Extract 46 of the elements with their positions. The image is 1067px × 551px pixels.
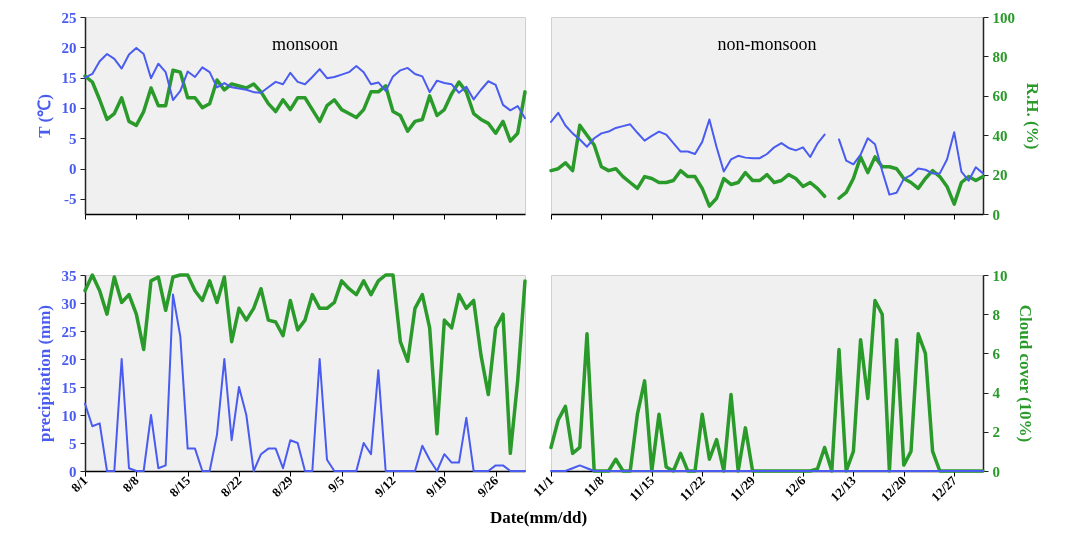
y-tick-label: 10: [61, 100, 77, 117]
y-tick-label: 5: [69, 130, 77, 147]
x-tick-label: 9/26: [474, 472, 502, 500]
y2-tick-label: 10: [992, 267, 1008, 284]
y2-tick-label: 80: [992, 48, 1008, 65]
x-tick-label: 8/22: [217, 472, 245, 500]
y-tick-label: 15: [61, 70, 77, 87]
x-tick-label: 8/29: [268, 472, 297, 500]
y-tick-label: 30: [61, 295, 77, 312]
y-tick-label: 25: [61, 9, 77, 26]
y2-tick-label: 60: [992, 88, 1008, 105]
x-tick-label: 9/5: [324, 472, 348, 496]
annotation: monsoon: [271, 34, 339, 54]
y2-tick-label: 20: [992, 167, 1008, 184]
y-tick-label: 20: [61, 351, 77, 368]
x-axis-title: Date(mm/dd): [489, 507, 588, 527]
y2-tick-label: 6: [992, 345, 1001, 362]
y-axis-title: T (℃): [34, 94, 54, 138]
y-tick-label: 25: [61, 323, 77, 340]
x-tick-label: 8/8: [119, 472, 143, 496]
y2-tick-label: 40: [992, 127, 1008, 144]
y-tick-label: 5: [69, 435, 77, 452]
y-tick-label: 0: [69, 463, 77, 480]
annotation: non-monsoon: [717, 34, 817, 54]
y2-tick-label: 2: [992, 424, 1000, 441]
y-tick-label: 0: [69, 161, 77, 178]
y-tick-label: 10: [61, 407, 77, 424]
y2-tick-label: 0: [992, 463, 1000, 480]
x-tick-label: 9/19: [422, 472, 451, 500]
y2-tick-label: 100: [992, 9, 1015, 26]
x-tick-label: 9/12: [371, 472, 399, 500]
y2-tick-label: 0: [992, 206, 1000, 223]
x-tick-label: 11/8: [580, 472, 608, 500]
x-tick-label: 11/1: [530, 472, 557, 500]
y-tick-label: 20: [61, 39, 77, 56]
y2-tick-label: 8: [992, 306, 1000, 323]
y-tick-label: 35: [61, 267, 77, 284]
y2-axis-title: R.H. (%): [1023, 82, 1042, 150]
y-tick-label: 15: [61, 379, 77, 396]
y-axis-title: precipitation (mm): [34, 304, 54, 443]
x-tick-label: 8/15: [166, 472, 194, 500]
y2-tick-label: 4: [992, 385, 1001, 402]
line-series: [549, 298, 985, 473]
y2-axis-title: Cloud cover (10%): [1015, 304, 1035, 443]
x-tick-label: 12/6: [781, 472, 809, 500]
y-tick-label: -5: [64, 191, 77, 208]
